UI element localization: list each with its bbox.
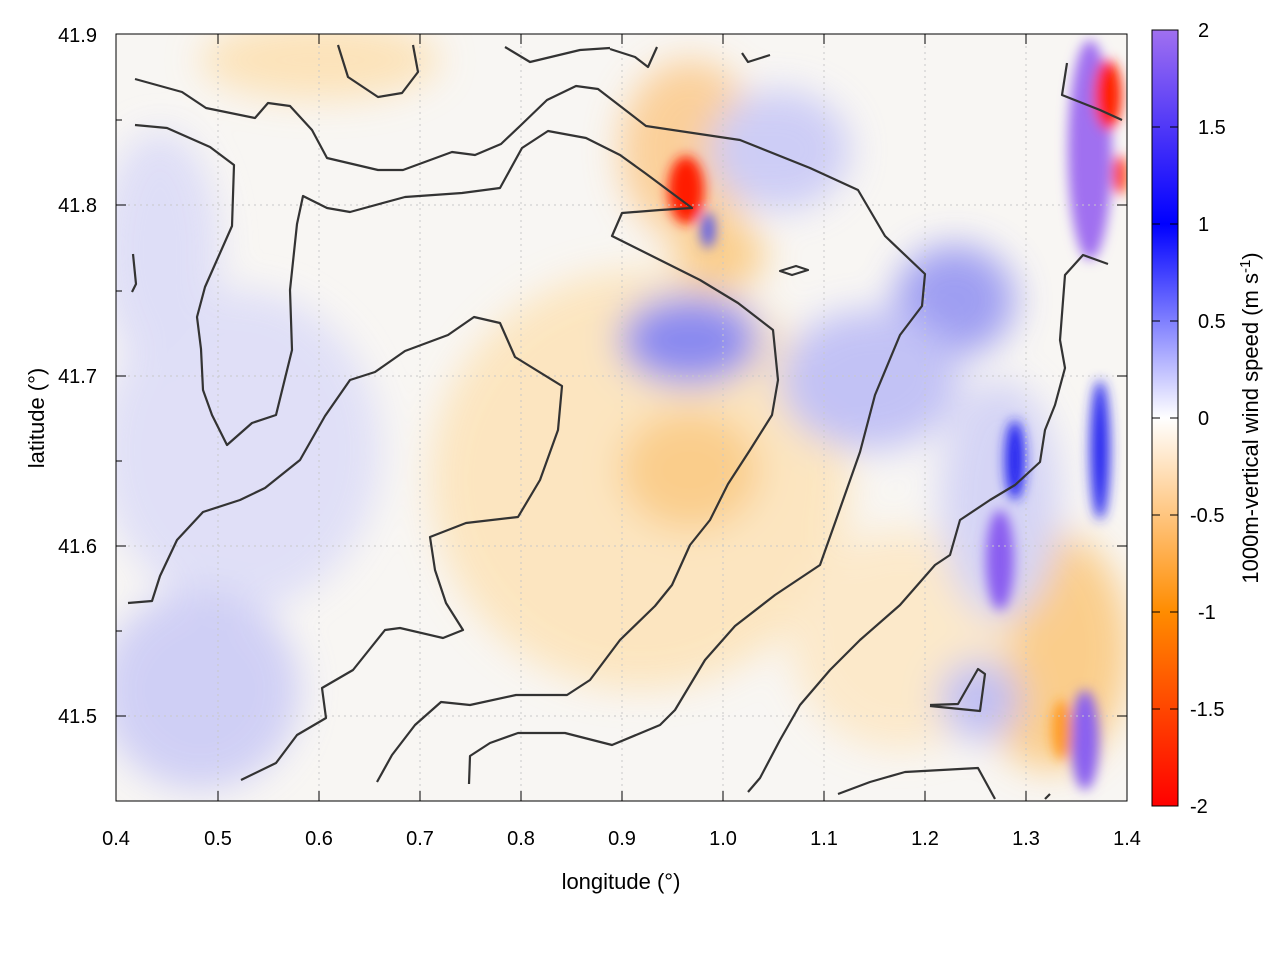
colorbar-title: 1000m-vertical wind speed (m s-1) (1237, 252, 1263, 583)
y-tick-label: 41.5 (58, 706, 97, 728)
x-tick-label: 0.4 (102, 828, 130, 850)
x-tick-label: 1.1 (810, 828, 838, 850)
x-tick-label: 0.5 (204, 828, 232, 850)
grid (116, 34, 1127, 801)
axis-ticks (115, 33, 1128, 801)
colorbar-tick-label: -0.5 (1190, 505, 1224, 527)
x-tick-labels: 0.4 0.5 0.6 0.7 0.8 0.9 1.0 1.1 1.2 1.3 … (102, 828, 1141, 850)
y-tick-label: 41.7 (58, 366, 97, 388)
y-axis-title: latitude (°) (24, 368, 49, 469)
colorbar-tick-label: 0 (1198, 408, 1209, 430)
colorbar-tick-label: -2 (1190, 796, 1208, 818)
colorbar-tick-label: 2 (1198, 20, 1209, 42)
colorbar-tick-label: -1.5 (1190, 699, 1224, 721)
colorbar: 2 1.5 1 0.5 0 -0.5 -1 -1.5 -2 1000m-vert… (1151, 20, 1263, 818)
x-tick-label: 0.7 (406, 828, 434, 850)
x-tick-label: 0.9 (608, 828, 636, 850)
heatmap-field (116, 34, 1127, 801)
x-tick-label: 0.8 (507, 828, 535, 850)
x-axis-title: longitude (°) (562, 869, 681, 894)
colorbar-tick-label: -1 (1198, 602, 1216, 624)
x-tick-label: 1.2 (911, 828, 939, 850)
y-tick-label: 41.8 (58, 195, 97, 217)
x-tick-label: 1.3 (1012, 828, 1040, 850)
y-tick-labels: 41.5 41.6 41.7 41.8 41.9 (58, 25, 97, 728)
y-tick-label: 41.9 (58, 25, 97, 47)
y-tick-label: 41.6 (58, 536, 97, 558)
x-tick-label: 1.0 (709, 828, 737, 850)
colorbar-tick-label: 1.5 (1198, 117, 1226, 139)
x-tick-label: 0.6 (305, 828, 333, 850)
contour-lines (127, 44, 1123, 800)
colorbar-tick-label: 1 (1198, 214, 1209, 236)
colorbar-tick-label: 0.5 (1198, 311, 1226, 333)
x-tick-label: 1.4 (1113, 828, 1141, 850)
